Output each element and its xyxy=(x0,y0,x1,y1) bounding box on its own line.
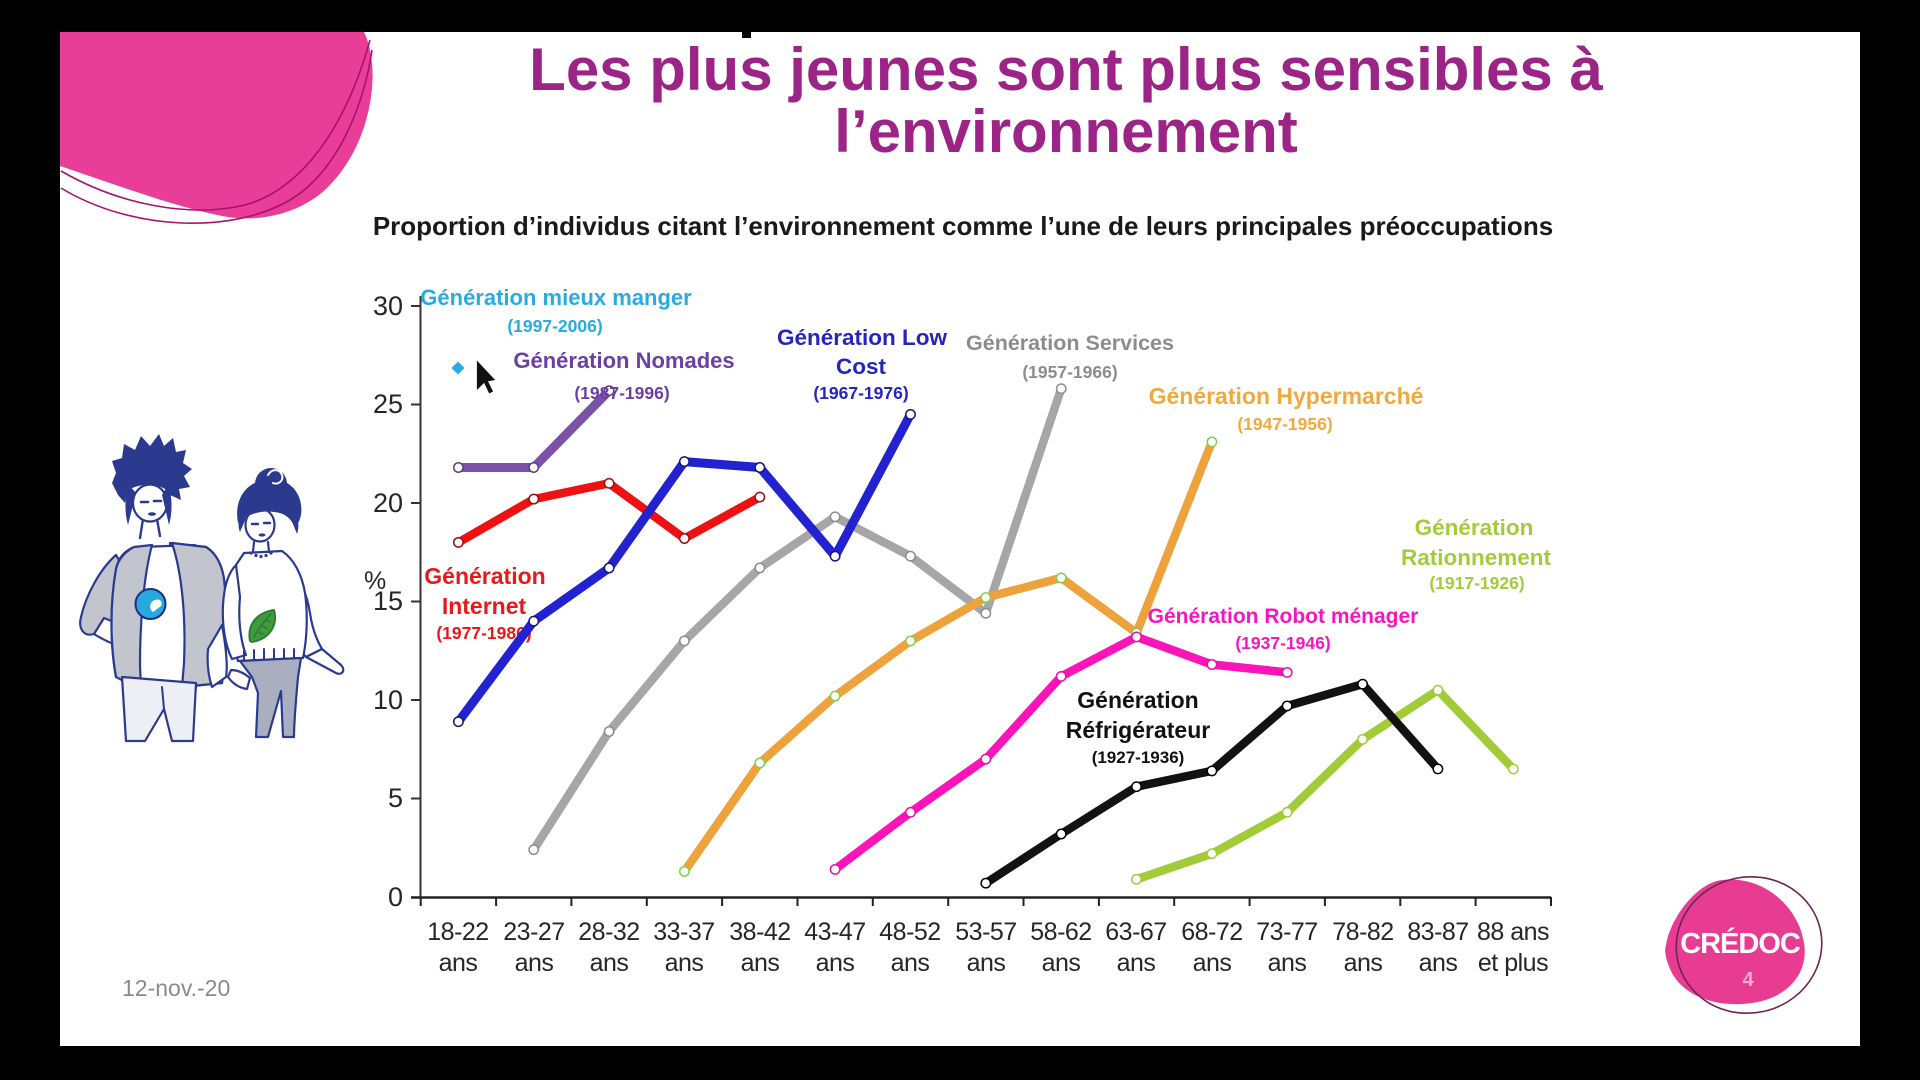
svg-text:4: 4 xyxy=(1742,969,1754,991)
svg-text:CRÉDOC: CRÉDOC xyxy=(1680,926,1801,960)
svg-text:(1977-1986): (1977-1986) xyxy=(436,623,531,643)
